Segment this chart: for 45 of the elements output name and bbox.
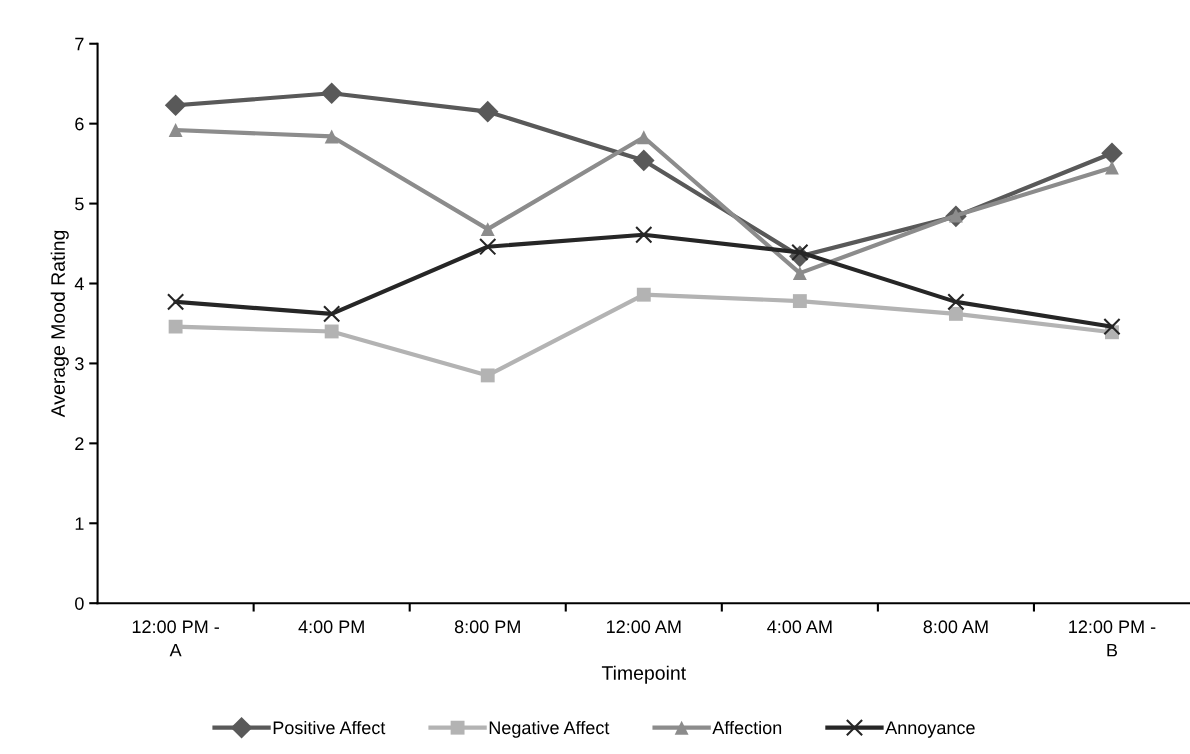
- x-tick-label: 12:00 PM - B: [1069, 620, 1156, 657]
- y-tick-label: 5: [75, 197, 84, 211]
- point: [948, 306, 963, 321]
- y-axis-title: Average Mood Rating: [50, 230, 69, 418]
- legend-label: Positive Affect: [273, 720, 386, 735]
- point: [1103, 317, 1121, 336]
- point: [168, 123, 183, 137]
- legend-label: Negative Affect: [489, 720, 610, 738]
- point: [324, 129, 339, 144]
- legend-label: Annoyance: [885, 721, 975, 738]
- point: [324, 324, 339, 339]
- point: [632, 149, 655, 172]
- x-tick-label: 8:00 PM: [454, 620, 520, 634]
- point: [480, 368, 495, 383]
- y-tick-label: 1: [75, 517, 84, 530]
- legend-label: Affection: [712, 720, 782, 735]
- point: [636, 130, 651, 145]
- point: [166, 293, 185, 311]
- y-tick-label: 4: [74, 277, 84, 291]
- x-tick-label: 4:00 AM: [767, 620, 832, 634]
- x-tick-label: 4:00 PM: [298, 620, 364, 634]
- point: [791, 243, 809, 262]
- point: [476, 100, 499, 123]
- y-tick-label: 7: [75, 37, 84, 51]
- point: [322, 305, 341, 323]
- y-tick-label: 3: [75, 357, 84, 371]
- point: [480, 222, 495, 237]
- point: [168, 319, 183, 334]
- point: [320, 82, 343, 105]
- y-tick-label: 6: [75, 117, 84, 131]
- x-tick-label: 12:00 PM - A: [132, 620, 219, 657]
- point: [1105, 160, 1119, 175]
- point: [792, 294, 807, 309]
- x-tick-label: 8:00 AM: [923, 620, 988, 634]
- point: [479, 238, 497, 256]
- point: [947, 293, 965, 311]
- x-tick-label: 12:00 AM: [607, 620, 681, 634]
- point: [164, 94, 187, 117]
- point: [635, 226, 653, 244]
- y-tick-label: 2: [75, 437, 84, 450]
- y-tick-label: 0: [75, 597, 84, 610]
- x-axis-title: Timepoint: [601, 665, 686, 684]
- point: [636, 287, 651, 302]
- point: [792, 266, 807, 281]
- point: [1101, 142, 1123, 165]
